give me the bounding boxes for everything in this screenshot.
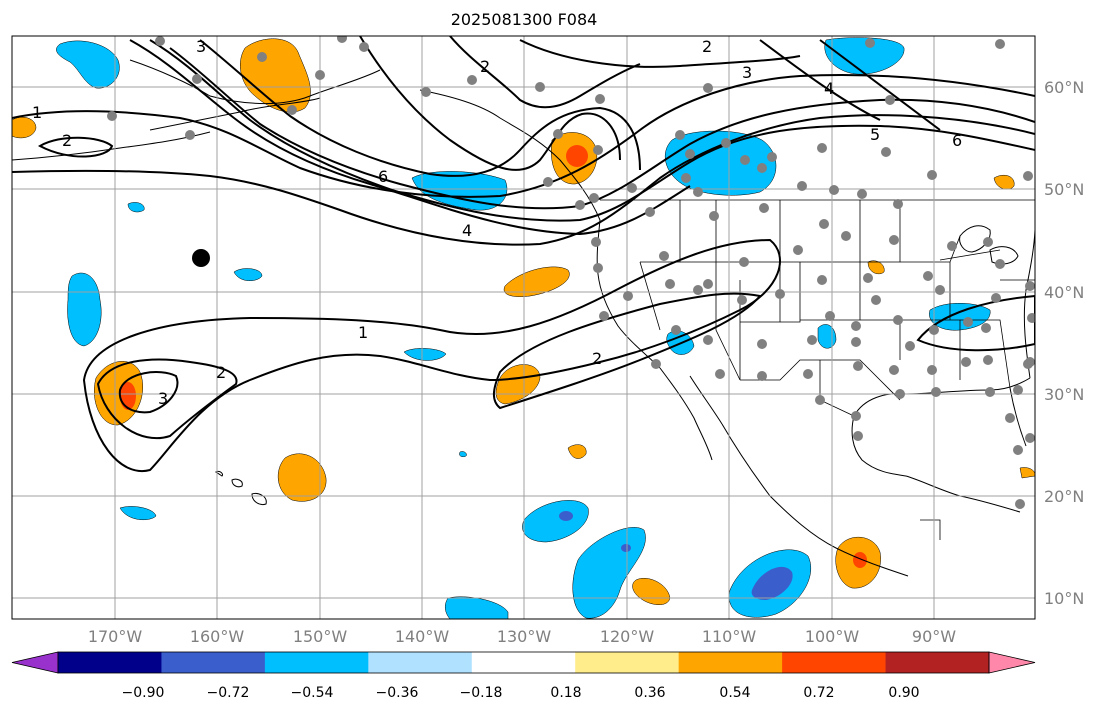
negative-anomaly-patch	[929, 303, 991, 331]
colorbar-tick-label: 0.90	[888, 685, 919, 701]
coastlines	[12, 59, 1035, 577]
contour-label: 2	[702, 37, 712, 56]
latitude-labels: 60°N 50°N 40°N 30°N 20°N 10°N	[1044, 78, 1084, 608]
contour-label: 1	[358, 323, 368, 342]
colorbar-segment	[161, 652, 266, 673]
colorbar-segment	[782, 652, 887, 673]
contour-label: 4	[462, 221, 472, 240]
height-contours	[12, 36, 1035, 473]
negative-anomaly-patch	[459, 451, 467, 458]
negative-anomaly-patch	[233, 268, 263, 281]
map-title: 2025081300 F084	[450, 10, 598, 29]
lon-label: 100°W	[805, 627, 860, 646]
colorbar-tick-label: 0.54	[719, 685, 750, 701]
longitude-labels: 170°W 160°W 150°W 140°W 130°W 120°W 110°…	[88, 627, 956, 646]
lon-label: 90°W	[912, 627, 956, 646]
strong-negative-anomaly	[621, 544, 631, 552]
positive-anomaly-patch	[567, 444, 587, 459]
negative-anomaly-patch	[119, 506, 157, 521]
colorbar-tick-label: −0.54	[291, 685, 334, 701]
negative-anomaly-patch	[403, 348, 447, 361]
colorbar-tick-label: −0.90	[122, 685, 165, 701]
lat-label: 50°N	[1044, 180, 1084, 199]
lat-label: 60°N	[1044, 78, 1084, 97]
contour-labels: 1 2 3 2 6 4 2 3 4 5 6 1 2 2 3	[32, 37, 962, 408]
colorbar-tick-label: 0.36	[634, 685, 665, 701]
colorbar-outline	[57, 651, 990, 674]
lon-label: 170°W	[88, 627, 143, 646]
colorbar-segment	[368, 652, 473, 673]
lon-label: 130°W	[497, 627, 552, 646]
contour-label: 2	[216, 363, 226, 382]
lat-label: 10°N	[1044, 589, 1084, 608]
colorbar-segment	[264, 652, 369, 673]
positive-anomaly-patch	[503, 266, 570, 297]
negative-anomaly-patch	[127, 202, 145, 213]
lat-label: 40°N	[1044, 283, 1084, 302]
negative-anomaly-patch	[56, 40, 120, 89]
colorbar-tick-label: 0.18	[550, 685, 581, 701]
lon-label: 110°W	[702, 627, 757, 646]
negative-anomaly-patch	[664, 130, 777, 196]
contour-label: 5	[870, 125, 880, 144]
lat-label: 30°N	[1044, 385, 1084, 404]
colorbar-segment	[575, 652, 680, 673]
lat-label: 20°N	[1044, 487, 1084, 506]
positive-anomaly-patch	[277, 453, 327, 502]
negative-anomaly-patch	[824, 37, 905, 75]
contour-label: 3	[196, 37, 206, 56]
contour-label: 4	[824, 79, 834, 98]
strong-positive-anomaly	[853, 552, 867, 568]
colorbar-extend-min	[11, 651, 59, 674]
forecast-location-marker	[192, 249, 210, 267]
lon-label: 150°W	[293, 627, 348, 646]
positive-anomaly-patch	[12, 117, 37, 139]
contour-label: 3	[158, 389, 168, 408]
colorbar-segment	[678, 652, 783, 673]
colorbar-tick-label: −0.72	[207, 685, 250, 701]
positive-anomaly-patch	[1019, 467, 1035, 479]
positive-anomaly-patch	[993, 175, 1015, 190]
station-markers	[107, 36, 1035, 509]
lon-label: 120°W	[600, 627, 655, 646]
negative-anomaly-patch	[67, 272, 102, 347]
strong-negative-anomaly	[559, 511, 573, 521]
strong-positive-anomaly	[566, 145, 588, 167]
colorbar-segment	[885, 652, 990, 673]
colorbar	[11, 651, 1036, 674]
colorbar-tick-label: 0.72	[803, 685, 834, 701]
contour-label: 6	[952, 131, 962, 150]
colorbar-extend-max	[988, 651, 1036, 674]
colorbar-tick-label: −0.18	[460, 685, 503, 701]
negative-anomaly-patch	[411, 171, 508, 211]
colorbar-segment	[471, 652, 576, 673]
contour-label: 6	[378, 167, 388, 186]
lon-label: 160°W	[190, 627, 245, 646]
colorbar-segment	[58, 652, 162, 673]
lon-label: 140°W	[395, 627, 450, 646]
negative-anomaly-patch	[522, 500, 589, 543]
contour-label: 2	[592, 349, 602, 368]
colorbar-tick-label: −0.36	[376, 685, 419, 701]
map-frame	[11, 35, 1036, 620]
contour-label: 1	[32, 103, 42, 122]
negative-anomaly-patch	[445, 596, 509, 619]
contour-label: 3	[742, 63, 752, 82]
contour-label: 2	[62, 131, 72, 150]
strong-positive-anomaly	[120, 382, 136, 410]
contour-label: 2	[480, 57, 490, 76]
strong-negative-anomaly	[751, 566, 793, 600]
positive-anomaly-patch	[867, 260, 885, 275]
colorbar-labels: −0.90 −0.72 −0.54 −0.36 −0.18 0.18 0.36 …	[122, 685, 920, 701]
